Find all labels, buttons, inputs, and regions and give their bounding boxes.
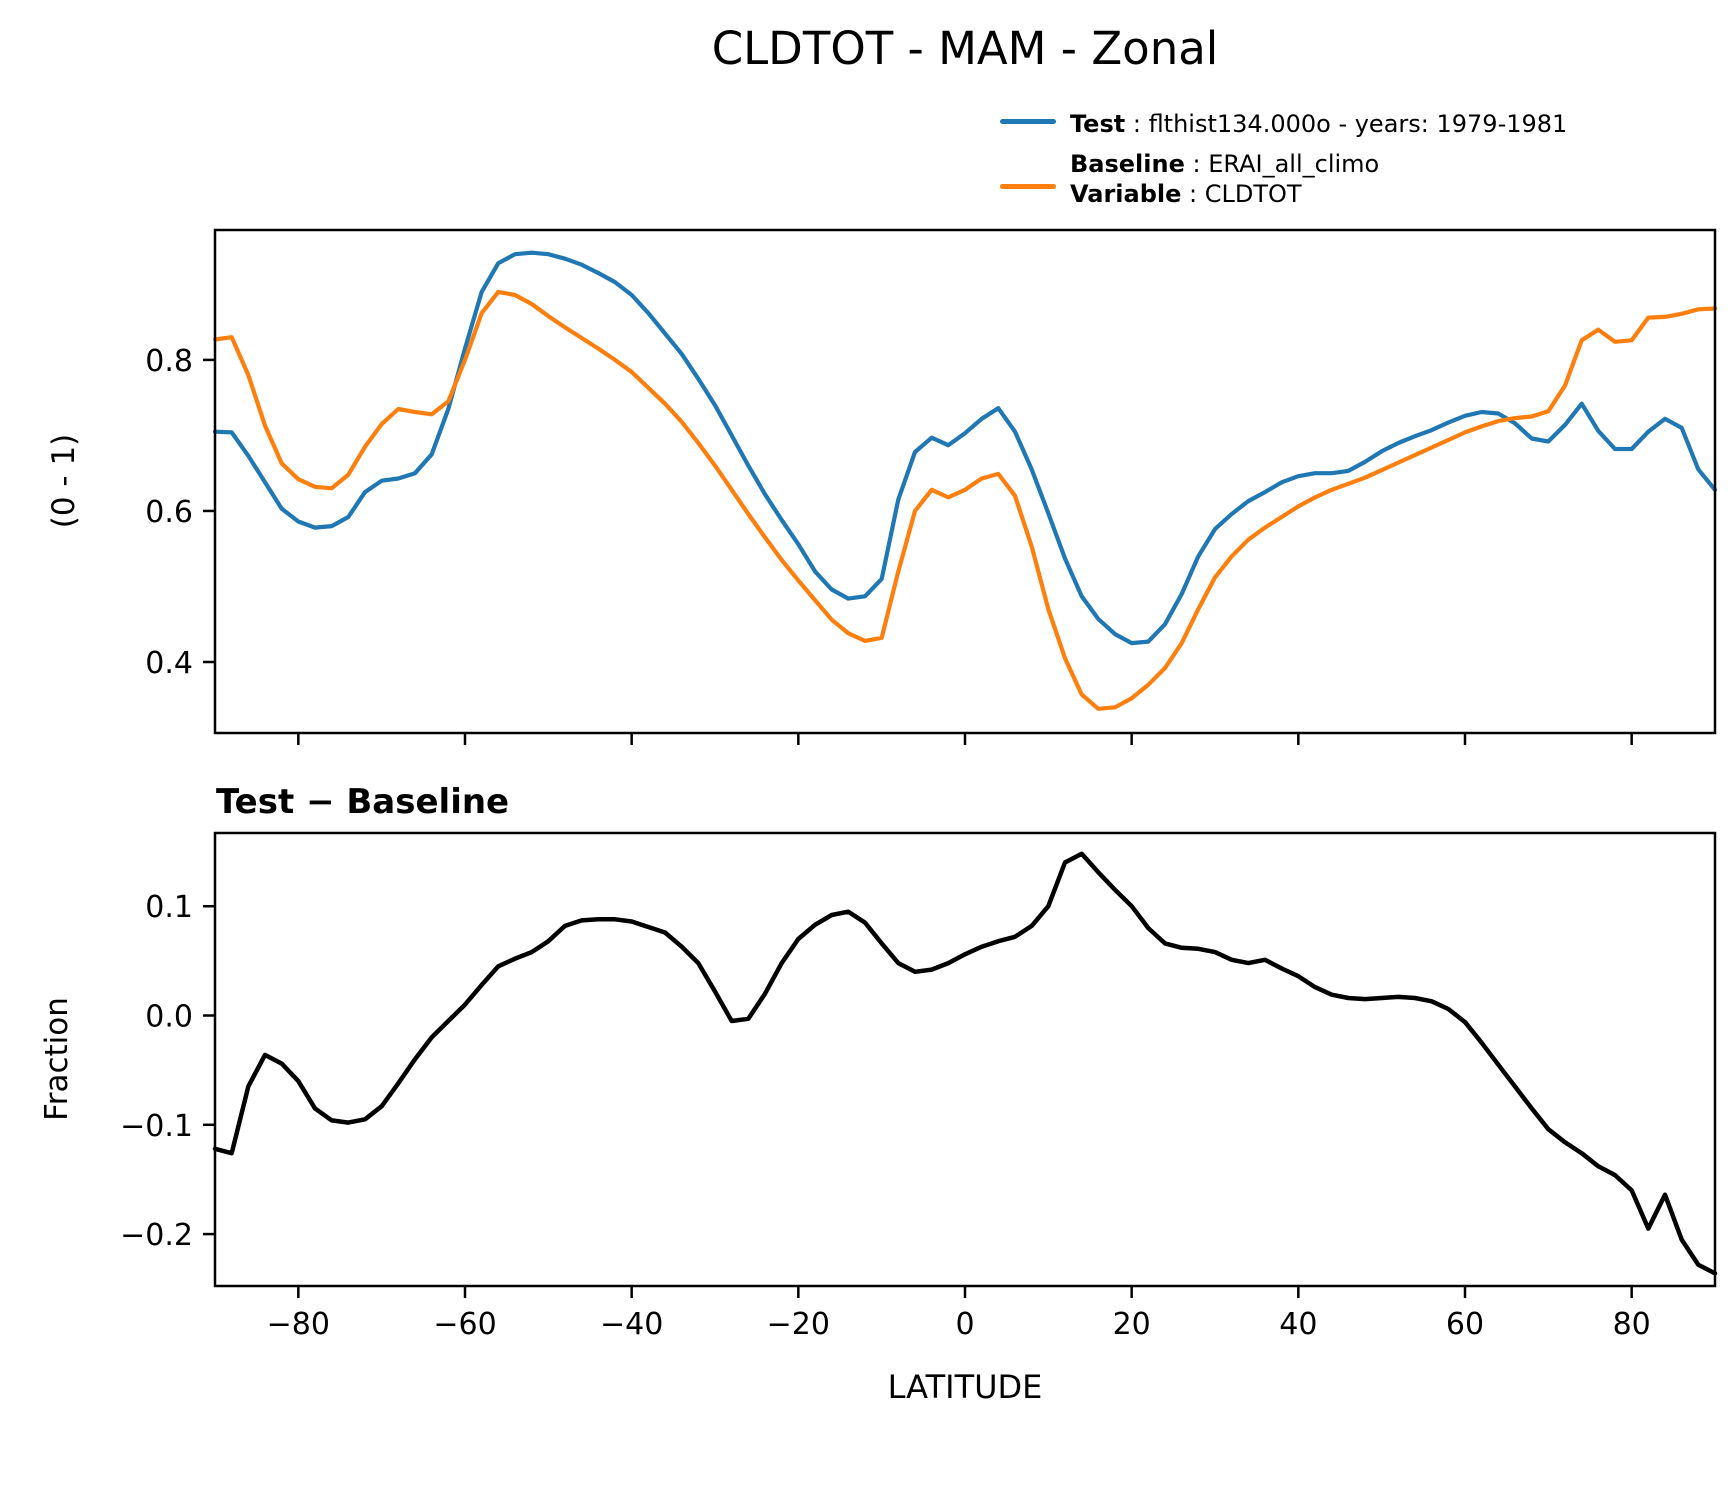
zonal-mean-plot-ytick-label: 0.6 xyxy=(145,495,193,530)
legend-label-variable: Variable : CLDTOT xyxy=(1070,179,1302,209)
legend-label-baseline: Baseline : ERAI_all_climo xyxy=(1070,149,1379,179)
zonal-mean-plot-series-1-line xyxy=(212,289,1718,711)
legend-label-test: Test : flthist134.000o - years: 1979-198… xyxy=(1070,109,1567,139)
legend-label-variable-name: Variable xyxy=(1070,180,1182,208)
legend-swatch-test xyxy=(1000,119,1056,124)
figure-title: CLDTOT - MAM - Zonal xyxy=(711,22,1219,75)
difference-plot-xtick-label: −20 xyxy=(767,1307,830,1342)
difference-plot-xtick-label: −80 xyxy=(267,1307,330,1342)
difference-plot-xtick-label: −60 xyxy=(433,1307,496,1342)
difference-plot-title: Test − Baseline xyxy=(216,782,510,822)
legend-label-test-name: Test xyxy=(1070,110,1126,138)
legend-label-test-value: : flthist134.000o - years: 1979-1981 xyxy=(1125,110,1568,138)
difference-plot-ytick-label: −0.1 xyxy=(120,1109,193,1144)
difference-plot-xtick-label: 60 xyxy=(1446,1307,1484,1342)
legend-label-baseline-value: : ERAI_all_climo xyxy=(1184,150,1380,178)
difference-plot-xtick-label: 80 xyxy=(1613,1307,1651,1342)
legend-label-baseline-name: Baseline xyxy=(1070,150,1185,178)
difference-plot-ytick-label: 0.1 xyxy=(145,890,193,925)
difference-plot-frame xyxy=(213,831,1717,1288)
difference-plot-xtick-label: 0 xyxy=(955,1307,974,1342)
difference-plot-xtick-label: 40 xyxy=(1279,1307,1317,1342)
zonal-mean-plot-ytick-label: 0.4 xyxy=(145,646,193,681)
x-axis-label: LATITUDE xyxy=(887,1368,1043,1406)
difference-plot-xtick-label: 20 xyxy=(1113,1307,1151,1342)
zonal-mean-plot-frame xyxy=(213,228,1717,735)
difference-plot-ytick-label: 0.0 xyxy=(145,1000,193,1035)
difference-plot-ytick-label: −0.2 xyxy=(120,1218,193,1253)
zonal-mean-plot-series-0-line xyxy=(212,250,1718,646)
legend-label-variable-value: : CLDTOT xyxy=(1181,180,1302,208)
difference-plot-xtick-label: −40 xyxy=(600,1307,663,1342)
difference-plot-series-0-line xyxy=(212,851,1718,1276)
legend-swatch-baseline xyxy=(1000,184,1056,189)
zonal-mean-plot-ytick-label: 0.8 xyxy=(145,344,193,379)
